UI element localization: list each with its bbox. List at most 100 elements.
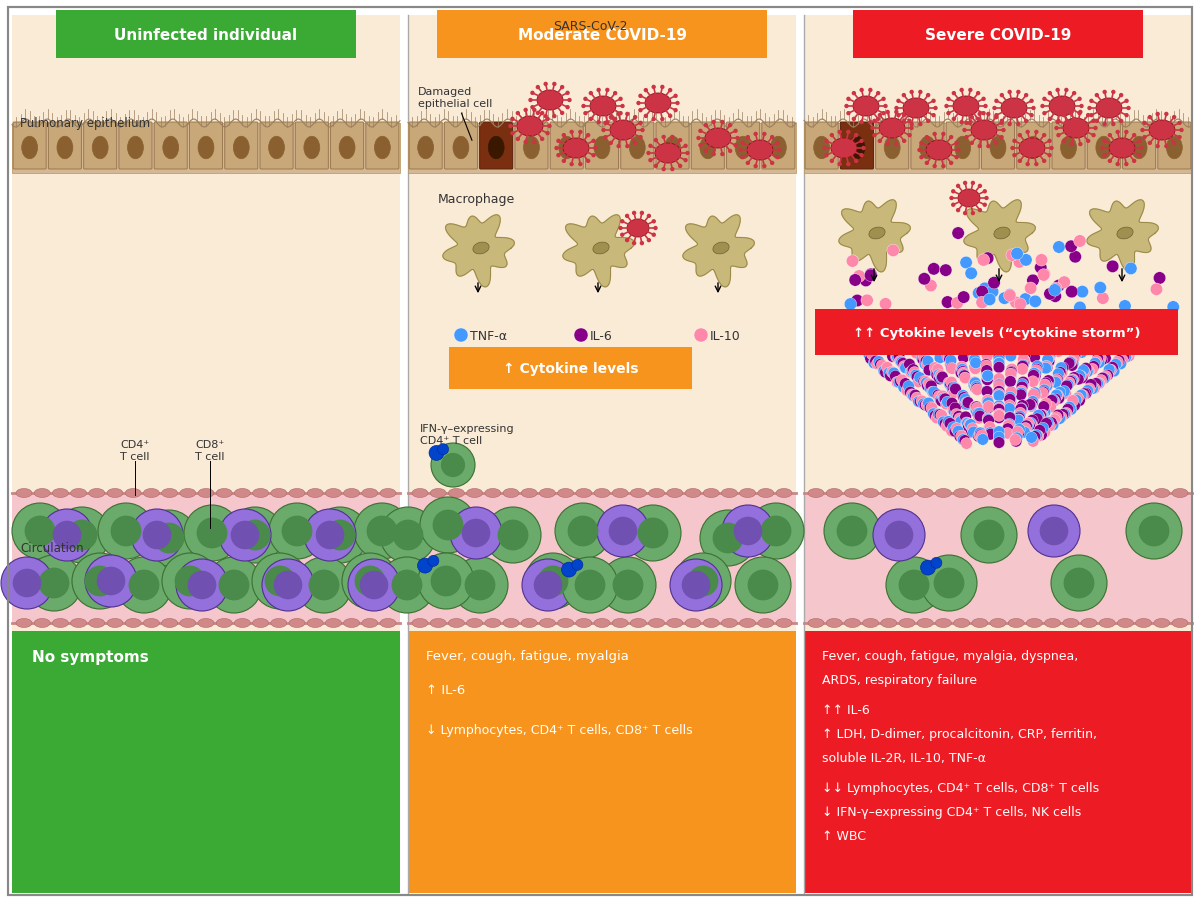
Circle shape: [853, 271, 865, 283]
Circle shape: [738, 149, 743, 153]
Circle shape: [640, 211, 644, 216]
Ellipse shape: [89, 619, 104, 628]
Circle shape: [1024, 94, 1028, 98]
Circle shape: [1003, 290, 1016, 303]
Ellipse shape: [485, 489, 500, 498]
Ellipse shape: [53, 619, 68, 628]
Circle shape: [1093, 126, 1098, 131]
Circle shape: [928, 264, 940, 275]
Circle shape: [930, 368, 942, 379]
Circle shape: [1040, 381, 1052, 393]
Ellipse shape: [162, 489, 178, 498]
Circle shape: [728, 150, 732, 154]
Circle shape: [934, 352, 946, 364]
Ellipse shape: [1049, 97, 1075, 116]
Text: ↓ Lymphocytes, CD4⁺ T cells, CD8⁺ T cells: ↓ Lymphocytes, CD4⁺ T cells, CD8⁺ T cell…: [426, 723, 692, 736]
FancyBboxPatch shape: [515, 123, 548, 170]
Circle shape: [976, 286, 989, 299]
Circle shape: [956, 362, 967, 373]
Circle shape: [932, 390, 944, 402]
Ellipse shape: [958, 190, 980, 208]
Circle shape: [1042, 134, 1046, 138]
Circle shape: [1156, 144, 1160, 149]
Circle shape: [12, 504, 68, 559]
Circle shape: [1064, 357, 1076, 368]
Ellipse shape: [538, 91, 563, 111]
Circle shape: [1006, 368, 1016, 380]
Circle shape: [1063, 358, 1075, 369]
Ellipse shape: [558, 619, 574, 628]
Circle shape: [625, 238, 629, 243]
Ellipse shape: [233, 137, 250, 160]
Circle shape: [928, 386, 940, 398]
FancyBboxPatch shape: [947, 123, 979, 170]
Text: Moderate COVID-19: Moderate COVID-19: [517, 27, 686, 42]
Circle shape: [1066, 357, 1076, 368]
Circle shape: [942, 396, 953, 408]
Circle shape: [552, 115, 557, 119]
Circle shape: [592, 154, 595, 158]
Circle shape: [977, 434, 989, 446]
Circle shape: [1040, 363, 1051, 375]
Circle shape: [1015, 389, 1026, 401]
Circle shape: [919, 156, 924, 160]
Circle shape: [960, 399, 972, 411]
Ellipse shape: [776, 619, 792, 628]
Circle shape: [994, 386, 1004, 397]
Circle shape: [1038, 386, 1049, 398]
Circle shape: [1115, 358, 1127, 370]
Circle shape: [1003, 400, 1015, 412]
Circle shape: [636, 102, 641, 106]
Circle shape: [1045, 417, 1057, 429]
Ellipse shape: [198, 489, 214, 498]
Circle shape: [1050, 283, 1062, 295]
Circle shape: [958, 352, 970, 364]
Ellipse shape: [488, 137, 504, 160]
Circle shape: [1048, 139, 1051, 144]
Circle shape: [1049, 146, 1054, 151]
Text: ↑↑ IL-6: ↑↑ IL-6: [822, 703, 870, 716]
Circle shape: [1040, 398, 1052, 410]
Circle shape: [643, 115, 648, 119]
Circle shape: [308, 570, 340, 600]
Circle shape: [1090, 378, 1102, 390]
Circle shape: [1066, 286, 1078, 299]
Circle shape: [1020, 255, 1032, 266]
Circle shape: [919, 358, 931, 370]
Ellipse shape: [667, 619, 683, 628]
Circle shape: [581, 105, 586, 109]
Circle shape: [982, 370, 994, 382]
Circle shape: [973, 520, 1004, 551]
Circle shape: [1116, 131, 1120, 135]
Circle shape: [713, 523, 744, 554]
Circle shape: [937, 416, 949, 428]
Circle shape: [846, 163, 851, 167]
Circle shape: [1080, 363, 1092, 375]
Ellipse shape: [125, 619, 142, 628]
Circle shape: [1031, 107, 1036, 111]
Circle shape: [886, 110, 890, 115]
Circle shape: [1028, 389, 1040, 401]
Circle shape: [431, 566, 461, 597]
Circle shape: [926, 94, 930, 98]
Circle shape: [1114, 355, 1124, 367]
Circle shape: [983, 203, 986, 208]
Circle shape: [872, 134, 877, 138]
Circle shape: [923, 378, 935, 390]
Circle shape: [962, 397, 974, 409]
Circle shape: [1030, 99, 1033, 104]
Circle shape: [938, 394, 949, 405]
Circle shape: [1069, 349, 1081, 360]
Ellipse shape: [412, 619, 428, 628]
FancyBboxPatch shape: [48, 123, 82, 170]
Ellipse shape: [180, 619, 196, 628]
Circle shape: [604, 135, 607, 140]
Circle shape: [712, 121, 716, 125]
Circle shape: [978, 184, 982, 189]
Circle shape: [956, 364, 968, 376]
Circle shape: [936, 373, 947, 385]
Ellipse shape: [758, 489, 774, 498]
Circle shape: [348, 559, 400, 611]
Circle shape: [1004, 396, 1016, 408]
Circle shape: [274, 571, 302, 600]
